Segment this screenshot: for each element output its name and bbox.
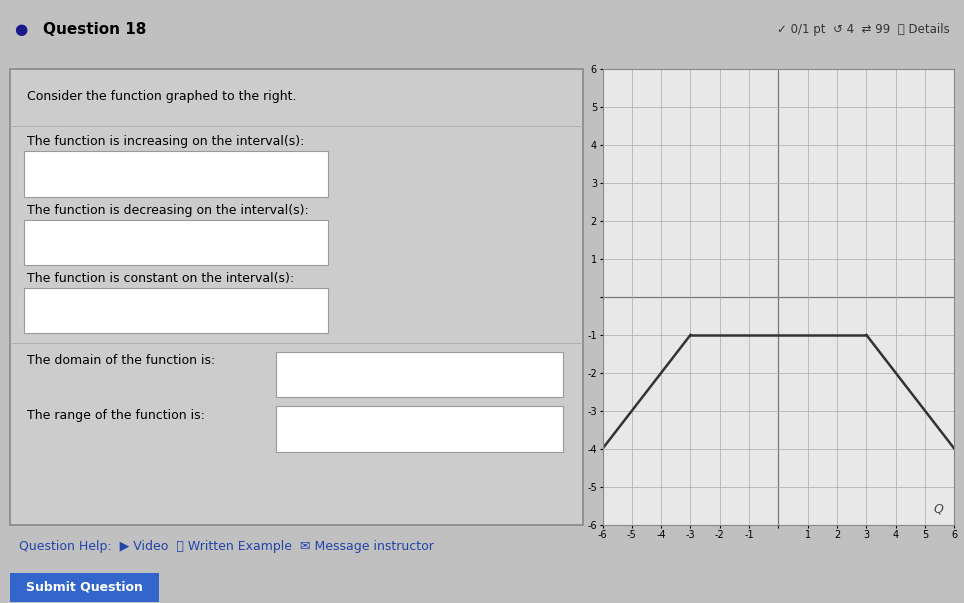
FancyBboxPatch shape: [24, 288, 328, 333]
Text: Question 18: Question 18: [43, 22, 147, 37]
FancyBboxPatch shape: [24, 151, 328, 197]
Text: ●: ●: [14, 22, 28, 37]
Text: Q: Q: [934, 502, 944, 516]
Text: The function is decreasing on the interval(s):: The function is decreasing on the interv…: [27, 204, 308, 216]
FancyBboxPatch shape: [2, 572, 167, 603]
Text: The range of the function is:: The range of the function is:: [27, 408, 204, 421]
FancyBboxPatch shape: [277, 406, 563, 452]
Text: Question Help:  ▶ Video  📄 Written Example  ✉ Message instructor: Question Help: ▶ Video 📄 Written Example…: [19, 540, 434, 553]
Text: The domain of the function is:: The domain of the function is:: [27, 354, 215, 367]
FancyBboxPatch shape: [10, 69, 583, 525]
FancyBboxPatch shape: [277, 352, 563, 397]
Text: The function is constant on the interval(s):: The function is constant on the interval…: [27, 272, 294, 285]
Text: ✓ 0/1 pt  ↺ 4  ⇄ 99  ⓘ Details: ✓ 0/1 pt ↺ 4 ⇄ 99 ⓘ Details: [777, 24, 950, 36]
Text: The function is increasing on the interval(s):: The function is increasing on the interv…: [27, 135, 305, 148]
FancyBboxPatch shape: [24, 219, 328, 265]
Text: Consider the function graphed to the right.: Consider the function graphed to the rig…: [27, 90, 296, 103]
Text: Submit Question: Submit Question: [26, 581, 143, 594]
